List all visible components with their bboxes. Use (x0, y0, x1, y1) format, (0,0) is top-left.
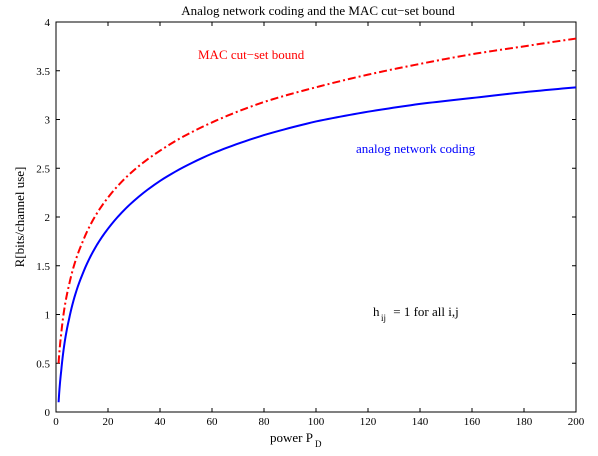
x-tick-label: 140 (412, 416, 429, 428)
channel-gain-note: h ij = 1 for all i,j (373, 304, 459, 323)
y-tick-label: 2.5 (36, 163, 50, 175)
x-tick-label: 200 (568, 416, 585, 428)
analog-network-coding-line (57, 86, 577, 403)
x-axis-label-main: power P (270, 430, 313, 445)
y-tick-label: 0 (45, 407, 51, 419)
x-tick-label: 0 (53, 416, 59, 428)
y-tick-label: 3 (45, 115, 51, 127)
chart-title: Analog network coding and the MAC cut−se… (181, 3, 455, 18)
ticks: 0 20 40 60 80 100 120 140 160 180 200 0 0.5 1 1.5 2 2.5 3… (36, 17, 585, 428)
x-tick-label: 120 (360, 416, 377, 428)
note-text: = 1 for all i,j (390, 304, 459, 319)
x-axis-label-subscript: D (315, 439, 322, 449)
y-tick-label: 1.5 (36, 261, 50, 273)
y-tick-label: 4 (45, 17, 51, 29)
y-tick-label: 0.5 (36, 358, 50, 370)
mac-cut-set-bound-line (57, 37, 577, 364)
y-axis-label: R[bits/channel use] (12, 167, 27, 268)
y-tick-label: 3.5 (36, 66, 50, 78)
note-subscript: ij (381, 313, 386, 323)
note-h: h (373, 304, 380, 319)
x-tick-label: 40 (155, 416, 167, 428)
x-tick-label: 180 (516, 416, 533, 428)
mac-series-label: MAC cut−set bound (198, 47, 305, 62)
x-tick-label: 80 (259, 416, 271, 428)
x-tick-label: 20 (103, 416, 115, 428)
x-tick-label: 60 (207, 416, 219, 428)
series (57, 37, 577, 403)
x-tick-label: 100 (308, 416, 325, 428)
y-tick-label: 1 (45, 310, 51, 322)
x-axis-label: power P D (270, 430, 322, 449)
x-tick-label: 160 (464, 416, 481, 428)
y-tick-label: 2 (45, 212, 51, 224)
anc-series-label: analog network coding (356, 141, 476, 156)
